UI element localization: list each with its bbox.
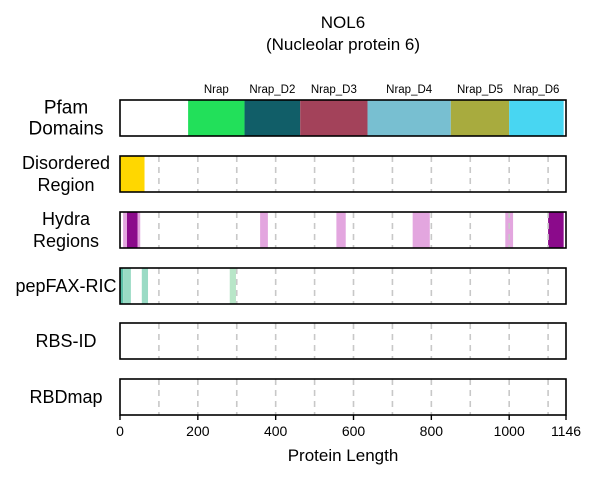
track-frame: [119, 267, 567, 305]
x-tick-label-3: 600: [342, 423, 366, 439]
track-frame: [119, 99, 567, 137]
region-segment-2: [260, 212, 268, 248]
region-segment-6: [548, 212, 564, 248]
pfam-domain-label-2: Nrap_D3: [311, 84, 357, 96]
region-segment-3: [336, 212, 346, 248]
x-tick-label-4: 800: [420, 423, 444, 439]
track-label-4-0: RBS-ID: [35, 331, 96, 351]
pfam-domain-label-0: Nrap: [204, 84, 229, 96]
track-label-2-1: Regions: [33, 231, 99, 251]
x-axis-label: Protein Length: [288, 446, 399, 465]
tracks-group: Nrap Nrap_D2 Nrap_D3 Nrap_D4 Nrap_D5 Nrap_D6 P…: [15, 84, 567, 416]
region-segment-0: [120, 156, 145, 192]
track-frame: [119, 155, 567, 193]
track-label-3-0: pepFAX-RIC: [15, 276, 116, 296]
pfam-domain-1: [244, 100, 301, 136]
pfam-domain-0: [188, 100, 245, 136]
pfam-domain-label-5: Nrap_D6: [513, 84, 559, 96]
region-segment-0: [120, 268, 124, 304]
track-4: RBS-ID: [35, 322, 567, 360]
x-tick-label-0: 0: [116, 423, 124, 439]
region-segment-2: [141, 268, 149, 304]
x-axis: 0 200 400 600 800 1000 1146: [116, 415, 581, 439]
x-tick-label-1: 200: [186, 423, 210, 439]
chart-title: NOL6: [321, 13, 365, 32]
track-3: pepFAX-RIC: [15, 267, 567, 305]
x-tick-label-6: 1146: [551, 423, 581, 439]
pfam-domain-3: [367, 100, 451, 136]
pfam-domain-label-3: Nrap_D4: [386, 84, 433, 96]
pfam-domain-4: [450, 100, 510, 136]
region-segment-1: [127, 212, 138, 248]
track-label-5-0: RBDmap: [29, 387, 102, 407]
pfam-domain-label-1: Nrap_D2: [249, 84, 295, 96]
track-label-1-0: Disordered: [22, 153, 110, 173]
track-label-0-0: Pfam: [44, 98, 88, 119]
track-5: RBDmap: [29, 378, 567, 416]
track-frame: [119, 211, 567, 249]
track-label-0-1: Domains: [29, 119, 104, 140]
track-label-2-0: Hydra: [42, 209, 91, 229]
track-frame: [119, 378, 567, 416]
region-segment-4: [412, 212, 430, 248]
pfam-domain-2: [300, 100, 368, 136]
pfam-domain-label-4: Nrap_D5: [457, 84, 503, 96]
region-segment-5: [505, 212, 514, 248]
x-tick-label-5: 1000: [494, 423, 525, 439]
x-tick-label-2: 400: [264, 423, 288, 439]
track-0: Nrap Nrap_D2 Nrap_D3 Nrap_D4 Nrap_D5 Nrap_D6 P…: [29, 84, 567, 140]
track-label-1-1: Region: [37, 175, 94, 195]
region-segment-1: [123, 268, 131, 304]
pfam-domain-5: [509, 100, 564, 136]
region-segment-3: [229, 268, 236, 304]
track-frame: [119, 322, 567, 360]
chart-subtitle: (Nucleolar protein 6): [266, 35, 420, 54]
